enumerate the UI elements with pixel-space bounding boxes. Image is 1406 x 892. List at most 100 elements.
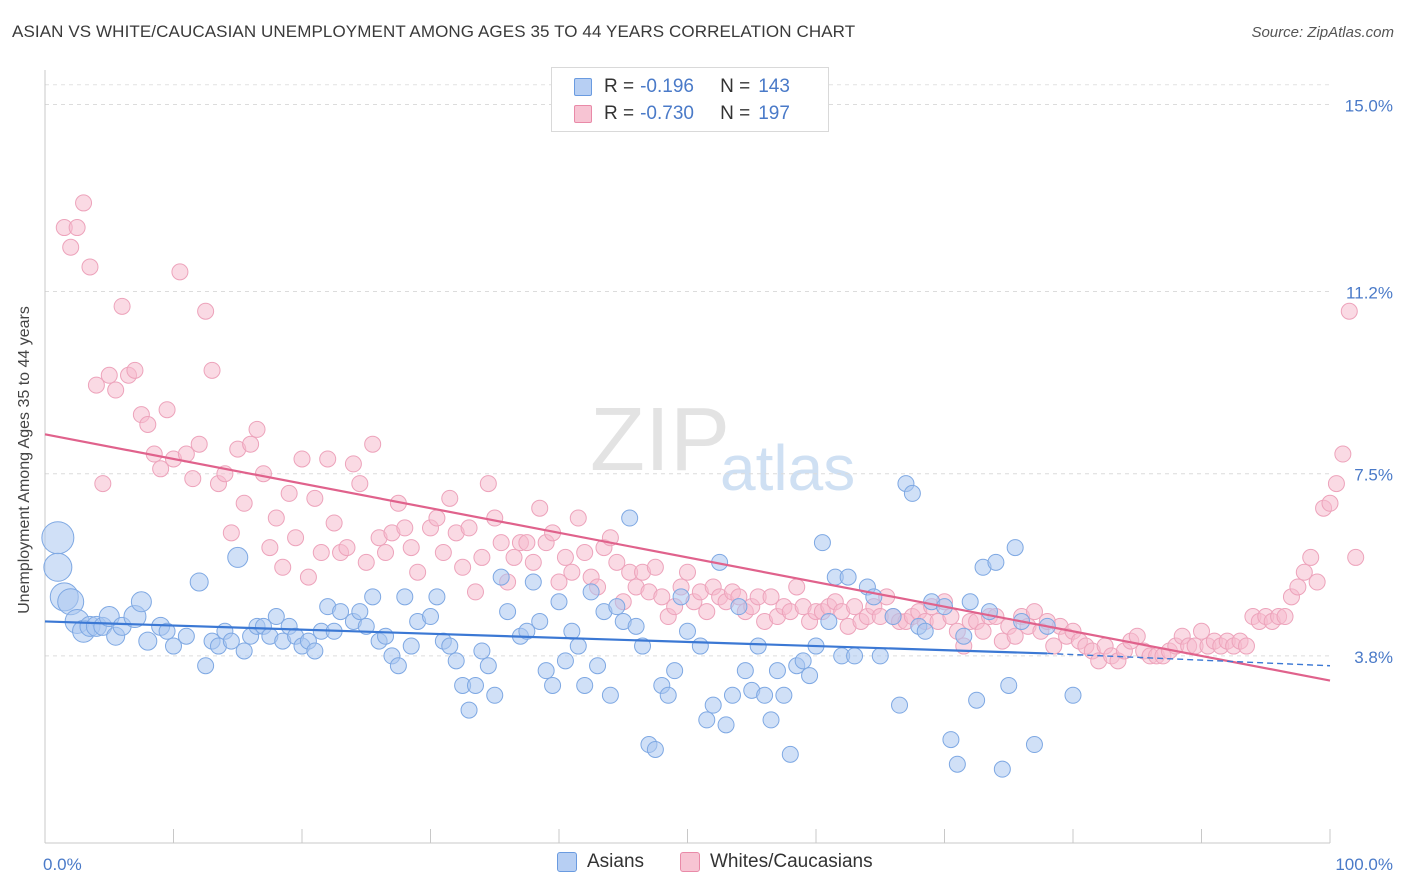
asians-point bbox=[441, 637, 459, 655]
whites-point bbox=[1237, 637, 1255, 655]
asians-point bbox=[582, 583, 600, 601]
asians-point bbox=[177, 627, 195, 645]
whites-point bbox=[1334, 445, 1352, 463]
trend-lines bbox=[44, 433, 1331, 682]
whites-point bbox=[1308, 573, 1326, 591]
whites-point bbox=[1327, 475, 1345, 493]
whites-point bbox=[396, 519, 414, 537]
asians-point bbox=[1025, 736, 1043, 754]
asians-point bbox=[666, 662, 684, 680]
asians-point bbox=[466, 676, 484, 694]
asians-point bbox=[377, 627, 395, 645]
asians-point bbox=[736, 662, 754, 680]
whites-point bbox=[190, 435, 208, 453]
asians-point bbox=[903, 484, 921, 502]
watermark-atlas: atlas bbox=[720, 432, 855, 504]
source-label: Source: ZipAtlas.com bbox=[1251, 24, 1394, 41]
whites-point bbox=[203, 361, 221, 379]
asians-point bbox=[646, 740, 664, 758]
whites-point bbox=[1006, 627, 1024, 645]
whites-point bbox=[1347, 548, 1365, 566]
whites-point bbox=[344, 455, 362, 473]
asians-point bbox=[589, 657, 607, 675]
asians-point bbox=[679, 622, 696, 640]
asians-point bbox=[235, 642, 253, 660]
asians-point bbox=[1000, 676, 1018, 694]
legend-row-asians: R = -0.196 N = 143 bbox=[574, 75, 790, 99]
whites-points bbox=[55, 194, 1365, 670]
asians-trend-line bbox=[44, 620, 1048, 655]
bottom-legend-whites: Whites/Caucasians bbox=[680, 851, 873, 873]
whites-point bbox=[280, 484, 298, 502]
asians-point bbox=[41, 521, 75, 555]
asians-point bbox=[781, 745, 799, 763]
asians-point bbox=[428, 588, 446, 606]
whites-point bbox=[1302, 548, 1320, 566]
asians-point bbox=[518, 622, 536, 640]
whites-point bbox=[402, 539, 420, 557]
y-tick-label: 15.0% bbox=[1345, 96, 1393, 115]
whites-point bbox=[460, 519, 478, 537]
asians-point bbox=[165, 637, 182, 655]
legend-r-label: R = bbox=[604, 103, 635, 124]
whites-point bbox=[569, 509, 587, 527]
y-tick-label: 3.8% bbox=[1354, 648, 1393, 667]
whites-point bbox=[261, 539, 279, 557]
asians-point bbox=[537, 662, 555, 680]
bottom-legend-label-asians: Asians bbox=[587, 851, 645, 872]
asians-point bbox=[820, 612, 838, 630]
whites-point bbox=[1289, 578, 1307, 596]
whites-point bbox=[87, 376, 105, 394]
asians-point bbox=[563, 622, 581, 640]
asians-point bbox=[961, 593, 979, 611]
whites-point bbox=[608, 553, 626, 571]
legend-swatch-whites bbox=[574, 105, 592, 123]
whites-point bbox=[351, 475, 369, 493]
whites-point bbox=[222, 524, 240, 542]
asians-point bbox=[634, 637, 652, 655]
asians-point bbox=[1006, 539, 1024, 557]
whites-point bbox=[409, 563, 427, 581]
whites-point bbox=[531, 499, 549, 517]
whites-point bbox=[1276, 608, 1294, 626]
chart-title: ASIAN VS WHITE/CAUCASIAN UNEMPLOYMENT AM… bbox=[12, 22, 856, 41]
asians-point bbox=[473, 642, 491, 660]
whites-point bbox=[653, 588, 671, 606]
asians-point bbox=[197, 657, 215, 675]
asians-point bbox=[396, 588, 414, 606]
whites-point bbox=[576, 544, 594, 562]
asians-point bbox=[130, 591, 152, 613]
asians-point bbox=[222, 632, 240, 650]
asians-point bbox=[698, 711, 716, 729]
whites-point bbox=[126, 361, 144, 379]
x-tick-label-max: 100.0% bbox=[1335, 855, 1393, 874]
asians-point bbox=[524, 573, 542, 591]
legend-n-value: 197 bbox=[758, 103, 790, 124]
whites-point bbox=[75, 194, 93, 212]
whites-point bbox=[698, 603, 716, 621]
bottom-legend-swatch-asians bbox=[557, 852, 577, 872]
asians-point bbox=[794, 652, 812, 670]
bottom-legend: Asians Whites/Caucasians bbox=[0, 851, 1406, 877]
asians-point bbox=[621, 509, 639, 527]
whites-point bbox=[139, 415, 157, 433]
whites-point bbox=[197, 302, 215, 320]
asians-point bbox=[402, 637, 420, 655]
whites-point bbox=[81, 258, 99, 276]
asians-point bbox=[987, 553, 1005, 571]
whites-point bbox=[364, 435, 382, 453]
whites-point bbox=[454, 558, 472, 576]
asians-point bbox=[968, 691, 986, 709]
whites-point bbox=[441, 489, 459, 507]
asians-point bbox=[659, 686, 677, 704]
asians-point bbox=[762, 711, 780, 729]
asians-point bbox=[158, 622, 176, 640]
asians-point bbox=[672, 588, 690, 606]
whites-point bbox=[325, 514, 343, 532]
asians-point bbox=[556, 652, 574, 670]
asians-point bbox=[422, 608, 439, 626]
asians-point bbox=[948, 755, 966, 773]
asians-point bbox=[871, 647, 889, 665]
whites-point bbox=[113, 297, 131, 315]
